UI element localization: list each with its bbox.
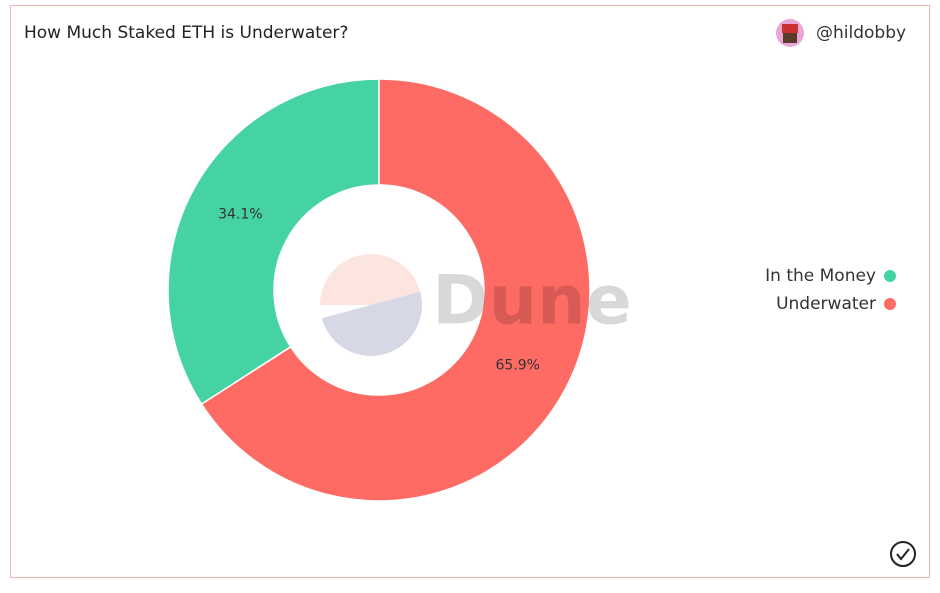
legend-label: In the Money bbox=[765, 266, 876, 286]
value-label: 34.1% bbox=[218, 206, 262, 222]
legend-marker bbox=[884, 270, 896, 282]
check-icon bbox=[890, 541, 916, 567]
legend: In the Money Underwater bbox=[765, 266, 896, 314]
author: @hildobby bbox=[816, 23, 906, 43]
value-label: 65.9% bbox=[495, 358, 539, 374]
pie: 34.1% 65.9% bbox=[167, 78, 591, 502]
watermark: Dune bbox=[432, 262, 631, 341]
legend-marker bbox=[884, 298, 896, 310]
slice bbox=[167, 78, 380, 406]
legend-label: Underwater bbox=[776, 294, 876, 314]
slice bbox=[200, 78, 591, 502]
chart-title: How Much Staked ETH is Underwater? bbox=[24, 23, 348, 43]
watermark-logo bbox=[320, 254, 422, 356]
avatar bbox=[776, 19, 804, 47]
